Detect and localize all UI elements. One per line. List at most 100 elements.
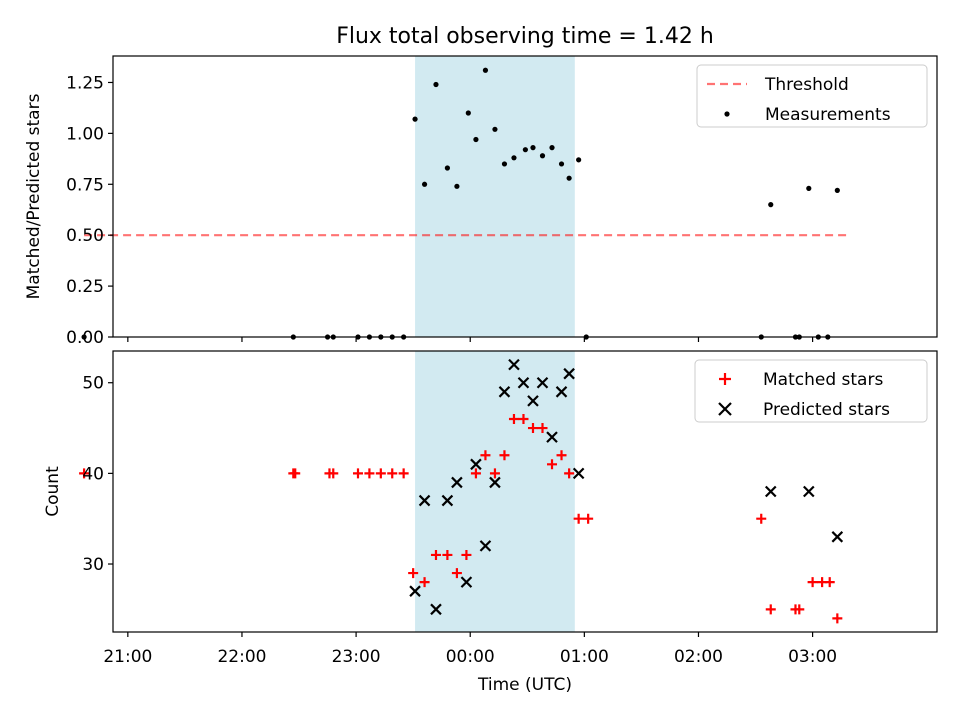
measurement-point: [501, 161, 508, 167]
matched-star-point: [442, 549, 453, 560]
measurement-point: [81, 334, 87, 340]
figure-title: Flux total observing time = 1.42 h: [336, 24, 714, 49]
measurement-point: [482, 67, 489, 73]
predicted-star-point: [451, 476, 463, 489]
y-axis-label: Matched/Predicted stars: [24, 93, 44, 299]
series-matched-stars: [79, 413, 843, 624]
matched-star-point: [573, 513, 584, 524]
x-tick-label: 00:00: [446, 647, 495, 667]
predicted-star-point: [572, 467, 585, 480]
count-panel: 30 40 50 21:00 22:00 23:00 00:00 01:00 02:00 03:0…: [43, 350, 938, 695]
x-axis: 21:00 22:00 23:00 00:00 01:00 02:00 03:00: [103, 632, 837, 667]
legend-label: Predicted stars: [763, 400, 890, 420]
x-tick-label: 02:00: [674, 647, 723, 667]
measurement-point: [412, 116, 418, 122]
predicted-star-point: [489, 476, 501, 489]
y-tick-label: 1.25: [66, 73, 104, 93]
predicted-star-point: [536, 376, 549, 389]
matched-star-point: [480, 450, 491, 461]
predicted-star-point: [409, 585, 421, 597]
x-axis: [127, 337, 814, 342]
measurement-point: [465, 110, 471, 116]
predicted-star-point: [418, 494, 431, 507]
matched-star-point: [408, 568, 419, 579]
series-group: [81, 67, 851, 340]
matched-star-point: [807, 577, 818, 588]
y-tick-label: 1.00: [66, 124, 104, 144]
legend-predicted-swatch: [718, 402, 732, 416]
predicted-star-point: [555, 386, 568, 398]
matched-star-point: [461, 549, 472, 560]
measurement-point: [444, 165, 450, 171]
matched-star-point: [564, 468, 575, 479]
y-tick-label: 50: [82, 374, 104, 394]
measurement-point: [473, 136, 479, 143]
x-tick-label: 03:00: [788, 647, 837, 667]
matched-star-point: [79, 468, 90, 479]
legend-measurements-swatch: [724, 111, 730, 117]
series-predicted-stars: [409, 358, 844, 616]
matched-star-point: [794, 604, 805, 615]
legend-box: [696, 64, 928, 128]
matched-star-point: [364, 468, 375, 479]
observing-window-span: [415, 56, 575, 337]
predicted-star-point: [546, 431, 558, 443]
matched-star-point: [832, 613, 843, 624]
y-tick-label: 0.00: [66, 328, 104, 348]
matched-star-point: [430, 549, 441, 560]
matched-star-point: [489, 468, 500, 479]
measurement-point: [549, 145, 555, 151]
matched-star-point: [547, 459, 558, 470]
measurement-point: [806, 185, 812, 191]
legend-box: [694, 359, 928, 423]
predicted-star-point: [430, 603, 442, 616]
matched-star-point: [352, 468, 363, 479]
axes-frame: [112, 55, 938, 338]
measurement-point: [566, 175, 572, 181]
predicted-star-point: [479, 540, 492, 552]
matched-star-point: [499, 450, 510, 461]
x-tick-label: 21:00: [103, 647, 152, 667]
legend-label: Measurements: [765, 105, 891, 125]
predicted-star-point: [460, 576, 473, 588]
legend-matched-swatch: [719, 373, 731, 385]
matched-star-point: [556, 450, 567, 461]
matched-star-point: [387, 468, 398, 479]
x-tick-label: 22:00: [217, 647, 266, 667]
matched-star-point: [518, 413, 529, 424]
predicted-star-point: [498, 386, 511, 398]
measurement-point: [454, 183, 460, 189]
series-measurements: [81, 67, 840, 340]
y-tick-label: 30: [82, 555, 104, 575]
y-tick-label: 40: [82, 464, 104, 484]
measurement-point: [511, 155, 517, 161]
legend: Matched stars Predicted stars: [694, 359, 928, 423]
x-axis-label: Time (UTC): [477, 675, 572, 695]
x-tick-label: 01:00: [560, 647, 609, 667]
matched-star-point: [419, 577, 430, 588]
measurement-point: [433, 81, 439, 88]
predicted-star-point: [831, 531, 844, 543]
matched-star-point: [398, 468, 409, 479]
measurement-point: [558, 161, 565, 167]
matched-star-point: [375, 468, 386, 479]
matched-star-point: [508, 413, 519, 424]
y-tick-label: 0.75: [66, 175, 104, 195]
legend-label: Threshold: [764, 75, 849, 95]
predicted-star-point: [527, 395, 539, 407]
y-tick-label: 0.25: [66, 277, 104, 297]
matched-star-point: [756, 513, 767, 524]
y-axis: 30 40 50: [82, 374, 113, 575]
measurement-point: [576, 157, 582, 163]
measurement-point: [522, 147, 528, 153]
measurement-point: [539, 153, 546, 159]
x-tick-label: 23:00: [332, 647, 381, 667]
matched-star-point: [451, 568, 462, 579]
y-axis: 0.00 0.25 0.50 0.75 1.00 1.25: [66, 73, 113, 348]
predicted-star-point: [563, 367, 575, 380]
measurement-point: [834, 187, 840, 193]
measurement-point: [530, 145, 536, 151]
y-axis-label: Count: [43, 466, 63, 517]
observing-window-span: [415, 351, 575, 632]
predicted-star-point: [508, 358, 520, 371]
